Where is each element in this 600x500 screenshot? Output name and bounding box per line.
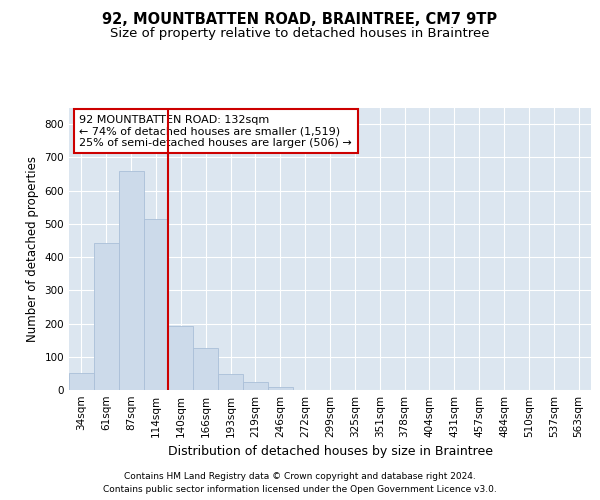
Bar bbox=[94, 243, 119, 390]
Bar bbox=[218, 374, 243, 390]
Text: Contains HM Land Registry data © Crown copyright and database right 2024.: Contains HM Land Registry data © Crown c… bbox=[124, 472, 476, 481]
Text: 92, MOUNTBATTEN ROAD, BRAINTREE, CM7 9TP: 92, MOUNTBATTEN ROAD, BRAINTREE, CM7 9TP bbox=[103, 12, 497, 28]
Bar bbox=[143, 218, 169, 390]
Bar bbox=[193, 348, 218, 390]
Bar bbox=[243, 382, 268, 390]
Bar bbox=[268, 386, 293, 390]
Bar bbox=[169, 326, 193, 390]
Text: Size of property relative to detached houses in Braintree: Size of property relative to detached ho… bbox=[110, 28, 490, 40]
Y-axis label: Number of detached properties: Number of detached properties bbox=[26, 156, 39, 342]
X-axis label: Distribution of detached houses by size in Braintree: Distribution of detached houses by size … bbox=[167, 446, 493, 458]
Bar bbox=[119, 170, 143, 390]
Text: Contains public sector information licensed under the Open Government Licence v3: Contains public sector information licen… bbox=[103, 485, 497, 494]
Text: 92 MOUNTBATTEN ROAD: 132sqm
← 74% of detached houses are smaller (1,519)
25% of : 92 MOUNTBATTEN ROAD: 132sqm ← 74% of det… bbox=[79, 114, 352, 148]
Bar bbox=[69, 374, 94, 390]
